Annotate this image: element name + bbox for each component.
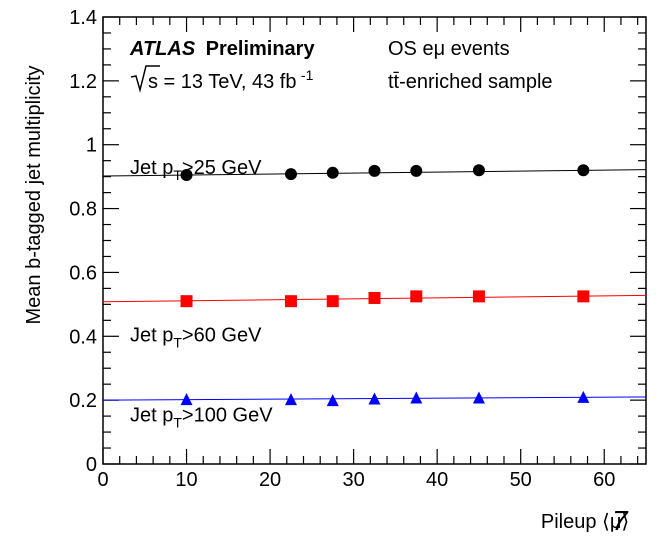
page-number: 7 — [612, 505, 629, 536]
data-point — [410, 290, 423, 303]
y-tick-label: 1.2 — [69, 71, 97, 93]
series-labels: Jet pT>25 GeV Jet pT>60 GeV Jet pT>100 GeV — [130, 157, 273, 430]
atlas-text: ATLAS — [129, 38, 196, 60]
data-point — [180, 393, 193, 406]
x-tick-label: 50 — [510, 469, 532, 491]
data-point — [284, 168, 297, 181]
data-point — [577, 290, 590, 303]
data-point — [410, 391, 423, 404]
data-point — [577, 164, 590, 177]
x-tick-label: 60 — [593, 469, 615, 491]
atlas-label: ATLAS Preliminary — [129, 38, 315, 60]
sqrt-symbol — [130, 65, 160, 93]
fit-lines — [102, 169, 647, 401]
svg-text:ATLAS Preliminary: ATLAS Preliminary — [129, 38, 315, 60]
preliminary-text: Preliminary — [206, 38, 316, 60]
data-point — [326, 394, 339, 407]
y-tick-label: 0.2 — [69, 390, 97, 412]
series-label: Jet pT>25 GeV — [130, 157, 262, 183]
y-tick-label: 0.4 — [69, 326, 97, 348]
data-point — [368, 392, 381, 405]
y-tick-label: 1 — [86, 135, 97, 157]
energy-label: s = 13 TeV, 43 fb -1 — [130, 65, 314, 93]
energy-text: s = 13 TeV, 43 fb — [148, 71, 296, 93]
data-point — [410, 164, 423, 177]
data-point — [368, 291, 381, 304]
y-tick-label: 0.8 — [69, 199, 97, 221]
data-point — [326, 166, 339, 179]
y-axis-title: Mean b-tagged jet multiplicity — [23, 65, 45, 324]
y-tick-label: 0 — [86, 454, 97, 476]
x-axis-title: Pileup ⟨μ⟩ — [541, 511, 629, 533]
series-label: Jet pT>60 GeV — [130, 325, 262, 351]
data-point — [472, 164, 485, 177]
series-label: Jet pT>100 GeV — [130, 405, 273, 431]
selection-label: OS eμ events — [388, 38, 510, 60]
data-point — [472, 290, 485, 303]
data-point — [577, 390, 590, 403]
data-point — [284, 393, 297, 406]
y-tick-label: 0.6 — [69, 262, 97, 284]
x-tick-label: 20 — [259, 469, 281, 491]
data-point — [472, 391, 485, 404]
x-tick-label: 30 — [342, 469, 364, 491]
axis-ticks: 0 10 20 30 40 50 60 0 0.2 0.4 0.6 0.8 1 1.2 1.4 — [69, 7, 646, 491]
x-tick-label: 10 — [175, 469, 197, 491]
data-point — [326, 295, 339, 308]
data-point — [368, 164, 381, 177]
x-tick-label: 40 — [426, 469, 448, 491]
lumi-exponent: -1 — [301, 67, 314, 83]
data-point — [180, 169, 193, 182]
data-point — [180, 295, 193, 308]
x-tick-label: 0 — [97, 469, 108, 491]
data-markers — [180, 164, 590, 407]
y-tick-label: 1.4 — [69, 7, 97, 29]
svg-text:s = 13 TeV, 43 fb -1: s = 13 TeV, 43 fb -1 — [148, 67, 314, 93]
data-point — [284, 295, 297, 308]
sample-label: tt̄-enriched sample — [388, 71, 553, 93]
